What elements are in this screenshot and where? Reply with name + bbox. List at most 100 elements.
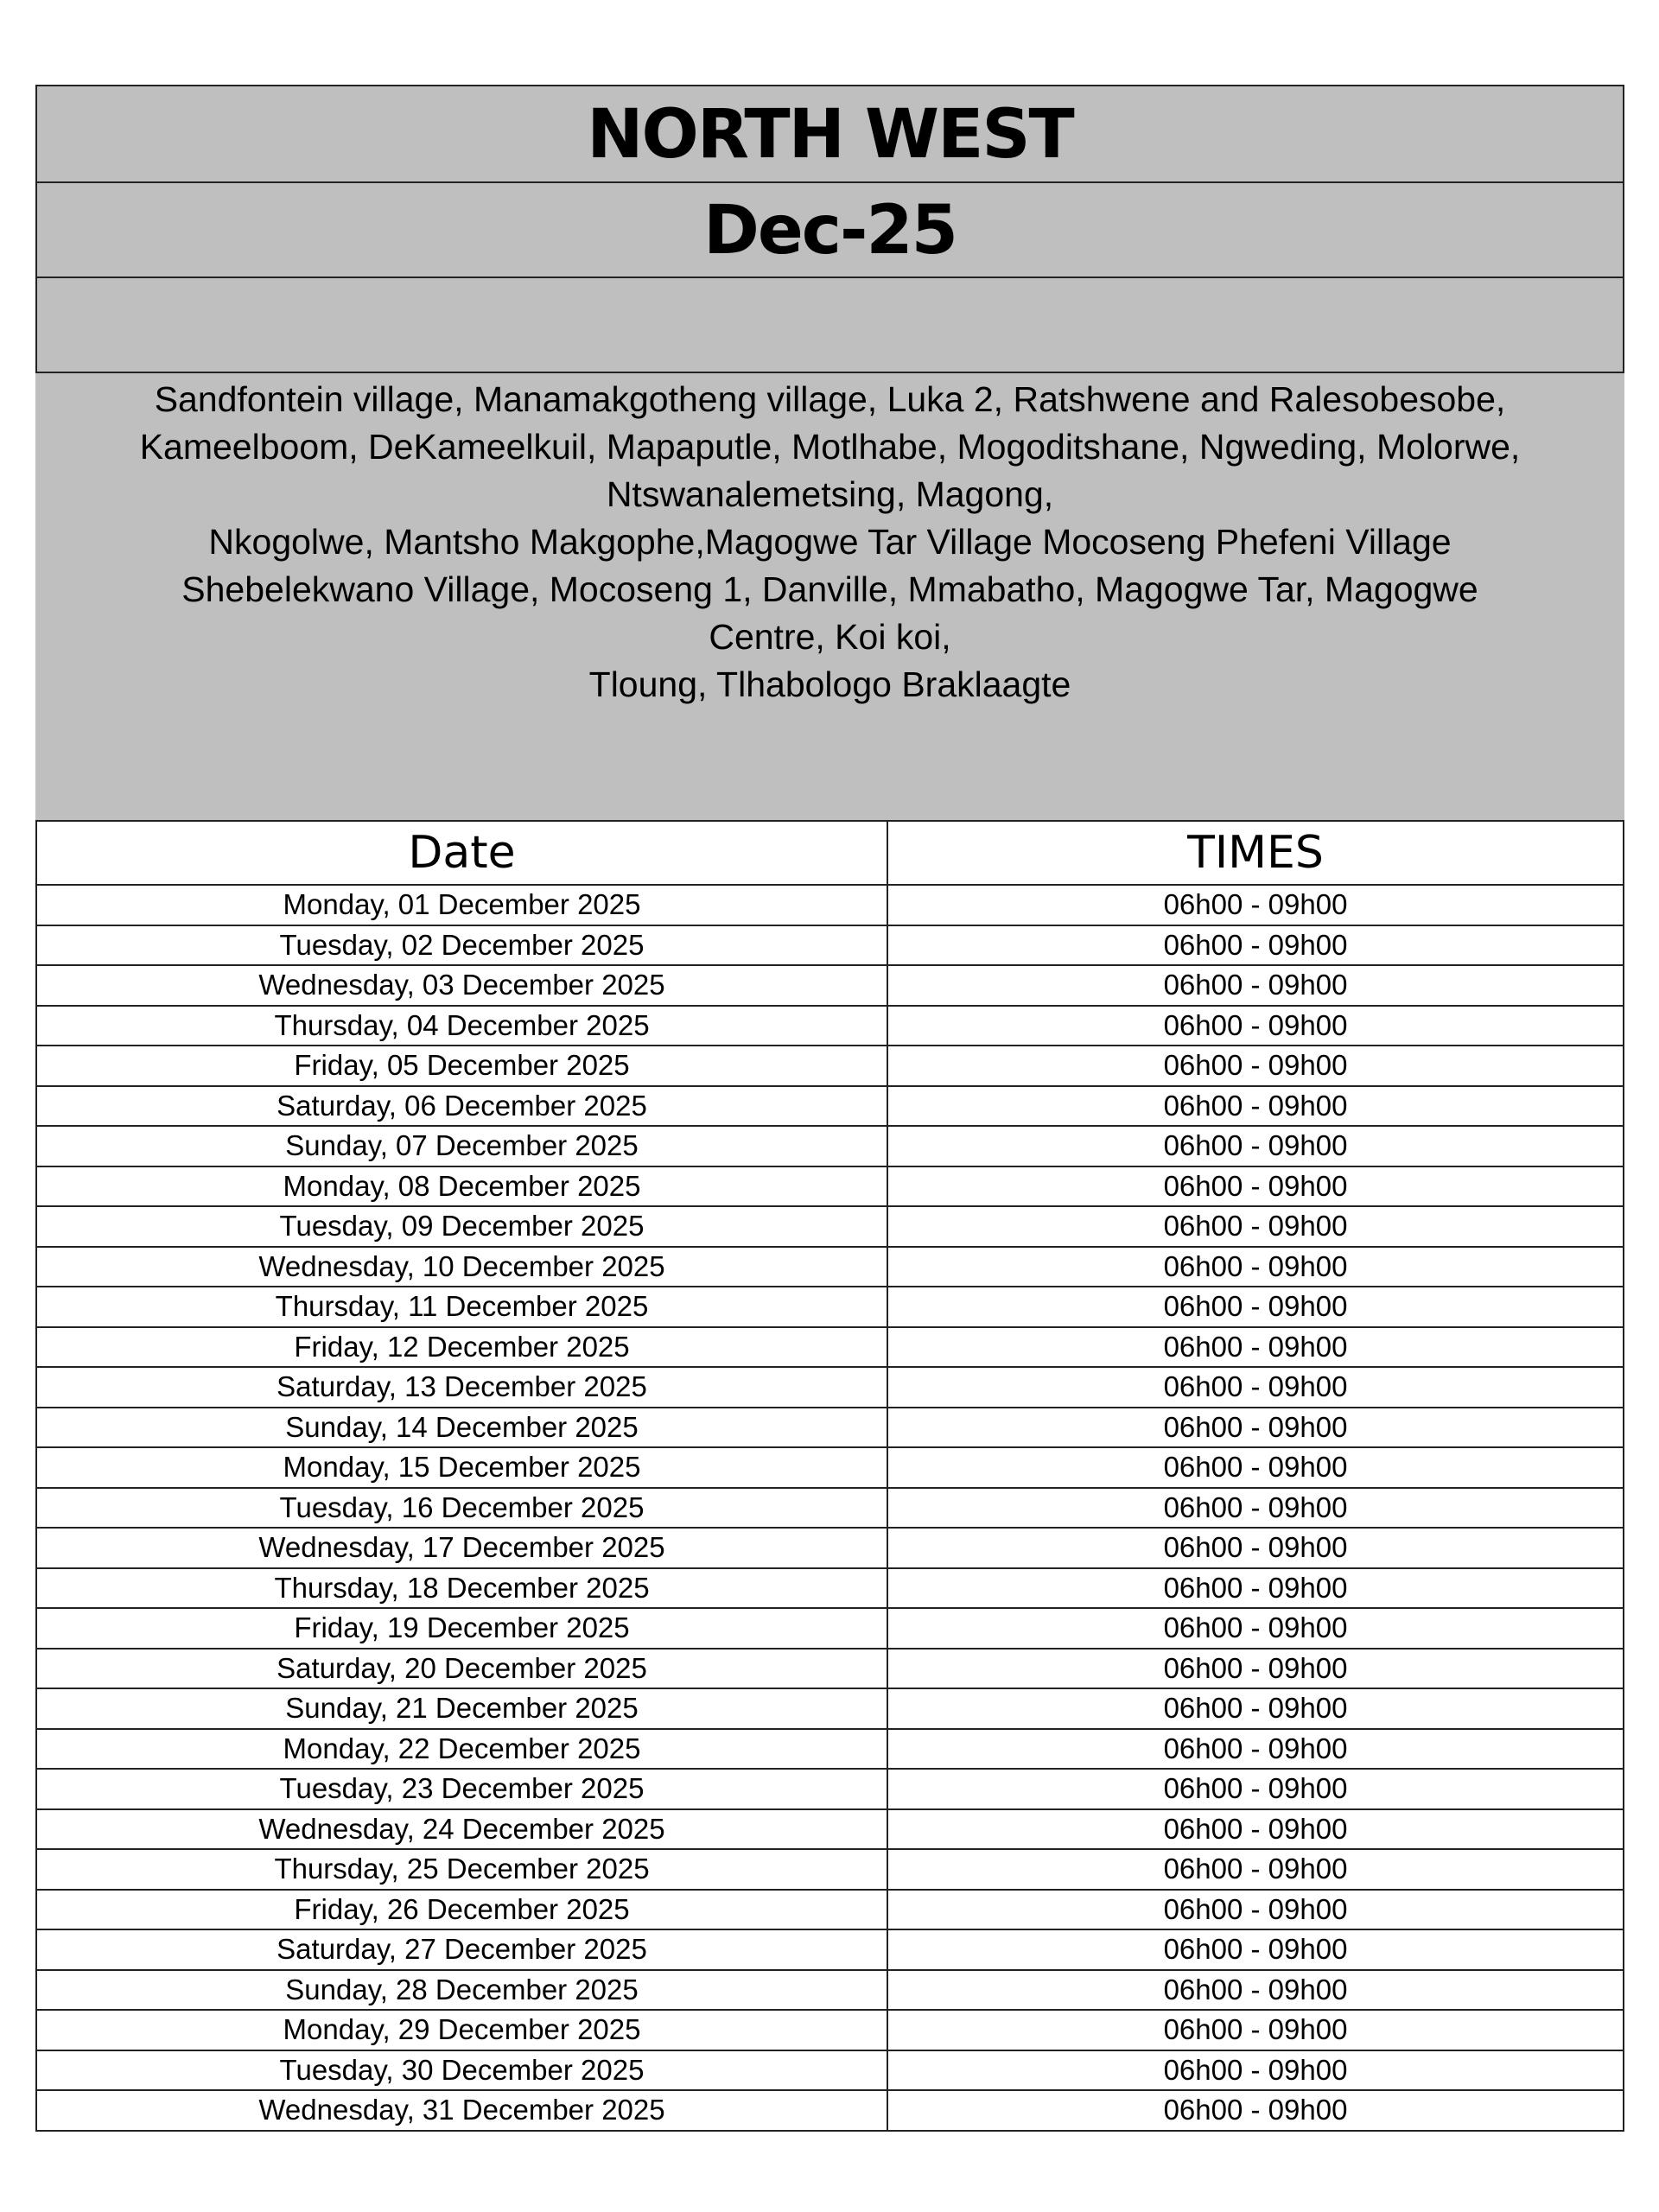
column-header-times: TIMES (887, 820, 1624, 886)
table-row: Monday, 01 December 2025 06h00 - 09h00 (35, 884, 1624, 926)
times-cell: 06h00 - 09h00 (887, 964, 1624, 1007)
times-cell: 06h00 - 09h00 (887, 1647, 1624, 1689)
date-cell: Wednesday, 24 December 2025 (35, 1808, 888, 1850)
table-row: Sunday, 14 December 2025 06h00 - 09h00 (35, 1406, 1624, 1448)
table-row: Friday, 12 December 2025 06h00 - 09h00 (35, 1325, 1624, 1368)
table-row: Tuesday, 30 December 2025 06h00 - 09h00 (35, 2049, 1624, 2091)
table-row: Friday, 19 December 2025 06h00 - 09h00 (35, 1607, 1624, 1649)
times-cell: 06h00 - 09h00 (887, 1205, 1624, 1248)
date-cell: Monday, 01 December 2025 (35, 884, 888, 926)
date-cell: Tuesday, 02 December 2025 (35, 924, 888, 966)
table-row: Saturday, 27 December 2025 06h00 - 09h00 (35, 1929, 1624, 1971)
date-cell: Wednesday, 03 December 2025 (35, 964, 888, 1007)
date-cell: Tuesday, 23 December 2025 (35, 1768, 888, 1810)
area-line: Centre, Koi koi, (709, 617, 951, 657)
table-row: Monday, 15 December 2025 06h00 - 09h00 (35, 1446, 1624, 1489)
times-cell: 06h00 - 09h00 (887, 1968, 1624, 2011)
area-line: Tloung, Tlhabologo Braklaagte (588, 664, 1071, 704)
table-row: Sunday, 28 December 2025 06h00 - 09h00 (35, 1968, 1624, 2011)
table-row: Thursday, 18 December 2025 06h00 - 09h00 (35, 1567, 1624, 1609)
area-line: Kameelboom, DeKameelkuil, Mapaputle, Mot… (139, 427, 1521, 467)
table-row: Monday, 08 December 2025 06h00 - 09h00 (35, 1165, 1624, 1207)
times-cell: 06h00 - 09h00 (887, 1366, 1624, 1408)
table-row: Tuesday, 23 December 2025 06h00 - 09h00 (35, 1768, 1624, 1810)
date-cell: Friday, 26 December 2025 (35, 1888, 888, 1930)
times-cell: 06h00 - 09h00 (887, 884, 1624, 926)
date-cell: Wednesday, 31 December 2025 (35, 2089, 888, 2132)
date-cell: Saturday, 27 December 2025 (35, 1929, 888, 1971)
times-cell: 06h00 - 09h00 (887, 1125, 1624, 1167)
table-row: Friday, 05 December 2025 06h00 - 09h00 (35, 1045, 1624, 1087)
date-cell: Thursday, 18 December 2025 (35, 1567, 888, 1609)
times-cell: 06h00 - 09h00 (887, 1084, 1624, 1127)
times-cell: 06h00 - 09h00 (887, 1245, 1624, 1287)
times-cell: 06h00 - 09h00 (887, 1929, 1624, 1971)
date-cell: Monday, 08 December 2025 (35, 1165, 888, 1207)
date-cell: Friday, 12 December 2025 (35, 1325, 888, 1368)
date-cell: Friday, 05 December 2025 (35, 1045, 888, 1087)
date-cell: Tuesday, 16 December 2025 (35, 1486, 888, 1529)
table-row: Thursday, 11 December 2025 06h00 - 09h00 (35, 1286, 1624, 1328)
times-cell: 06h00 - 09h00 (887, 1004, 1624, 1046)
date-cell: Saturday, 13 December 2025 (35, 1366, 888, 1408)
table-row: Wednesday, 03 December 2025 06h00 - 09h00 (35, 964, 1624, 1007)
date-cell: Monday, 29 December 2025 (35, 2009, 888, 2051)
date-cell: Saturday, 20 December 2025 (35, 1647, 888, 1689)
date-cell: Sunday, 14 December 2025 (35, 1406, 888, 1448)
date-cell: Saturday, 06 December 2025 (35, 1084, 888, 1127)
times-cell: 06h00 - 09h00 (887, 2089, 1624, 2132)
month-title: Dec-25 (35, 181, 1624, 276)
table-row: Wednesday, 24 December 2025 06h00 - 09h00 (35, 1808, 1624, 1850)
area-line: Shebelekwano Village, Mocoseng 1, Danvil… (181, 569, 1478, 609)
times-cell: 06h00 - 09h00 (887, 1446, 1624, 1489)
times-cell: 06h00 - 09h00 (887, 1286, 1624, 1328)
times-cell: 06h00 - 09h00 (887, 1406, 1624, 1448)
area-line: Ntswanalemetsing, Magong, (606, 474, 1054, 514)
area-line: Sandfontein village, Manamakgotheng vill… (154, 379, 1506, 419)
table-row: Saturday, 06 December 2025 06h00 - 09h00 (35, 1084, 1624, 1127)
table-row: Wednesday, 17 December 2025 06h00 - 09h00 (35, 1527, 1624, 1569)
date-cell: Thursday, 11 December 2025 (35, 1286, 888, 1328)
date-cell: Monday, 22 December 2025 (35, 1727, 888, 1770)
times-cell: 06h00 - 09h00 (887, 2049, 1624, 2091)
times-cell: 06h00 - 09h00 (887, 1688, 1624, 1730)
table-row: Saturday, 13 December 2025 06h00 - 09h00 (35, 1366, 1624, 1408)
times-cell: 06h00 - 09h00 (887, 1325, 1624, 1368)
schedule-sheet: NORTH WEST Dec-25 Sandfontein village, M… (35, 85, 1624, 2132)
date-cell: Tuesday, 09 December 2025 (35, 1205, 888, 1248)
times-cell: 06h00 - 09h00 (887, 1808, 1624, 1850)
times-cell: 06h00 - 09h00 (887, 1888, 1624, 1930)
schedule-table: Date TIMES Monday, 01 December 2025 06h00… (35, 820, 1624, 2132)
table-row: Wednesday, 31 December 2025 06h00 - 09h00 (35, 2089, 1624, 2132)
date-cell: Friday, 19 December 2025 (35, 1607, 888, 1649)
times-cell: 06h00 - 09h00 (887, 1527, 1624, 1569)
times-cell: 06h00 - 09h00 (887, 2009, 1624, 2051)
date-cell: Sunday, 07 December 2025 (35, 1125, 888, 1167)
empty-header-row (35, 276, 1624, 373)
table-row: Wednesday, 10 December 2025 06h00 - 09h00 (35, 1245, 1624, 1287)
date-cell: Wednesday, 17 December 2025 (35, 1527, 888, 1569)
table-row: Saturday, 20 December 2025 06h00 - 09h00 (35, 1647, 1624, 1689)
column-header-date: Date (35, 820, 888, 886)
times-cell: 06h00 - 09h00 (887, 1768, 1624, 1810)
times-cell: 06h00 - 09h00 (887, 1045, 1624, 1087)
region-title: NORTH WEST (35, 85, 1624, 181)
date-cell: Tuesday, 30 December 2025 (35, 2049, 888, 2091)
table-row: Monday, 29 December 2025 06h00 - 09h00 (35, 2009, 1624, 2051)
table-row: Tuesday, 02 December 2025 06h00 - 09h00 (35, 924, 1624, 966)
table-row: Thursday, 04 December 2025 06h00 - 09h00 (35, 1004, 1624, 1046)
times-cell: 06h00 - 09h00 (887, 924, 1624, 966)
times-cell: 06h00 - 09h00 (887, 1848, 1624, 1891)
affected-areas: Sandfontein village, Manamakgotheng vill… (35, 373, 1624, 820)
area-line: Nkogolwe, Mantsho Makgophe,Magogwe Tar V… (208, 522, 1452, 562)
table-row: Tuesday, 16 December 2025 06h00 - 09h00 (35, 1486, 1624, 1529)
times-cell: 06h00 - 09h00 (887, 1567, 1624, 1609)
table-row: Friday, 26 December 2025 06h00 - 09h00 (35, 1888, 1624, 1930)
table-row: Tuesday, 09 December 2025 06h00 - 09h00 (35, 1205, 1624, 1248)
times-cell: 06h00 - 09h00 (887, 1165, 1624, 1207)
date-cell: Monday, 15 December 2025 (35, 1446, 888, 1489)
times-cell: 06h00 - 09h00 (887, 1486, 1624, 1529)
table-header-row: Date TIMES (35, 820, 1624, 886)
date-cell: Sunday, 21 December 2025 (35, 1688, 888, 1730)
date-cell: Thursday, 04 December 2025 (35, 1004, 888, 1046)
